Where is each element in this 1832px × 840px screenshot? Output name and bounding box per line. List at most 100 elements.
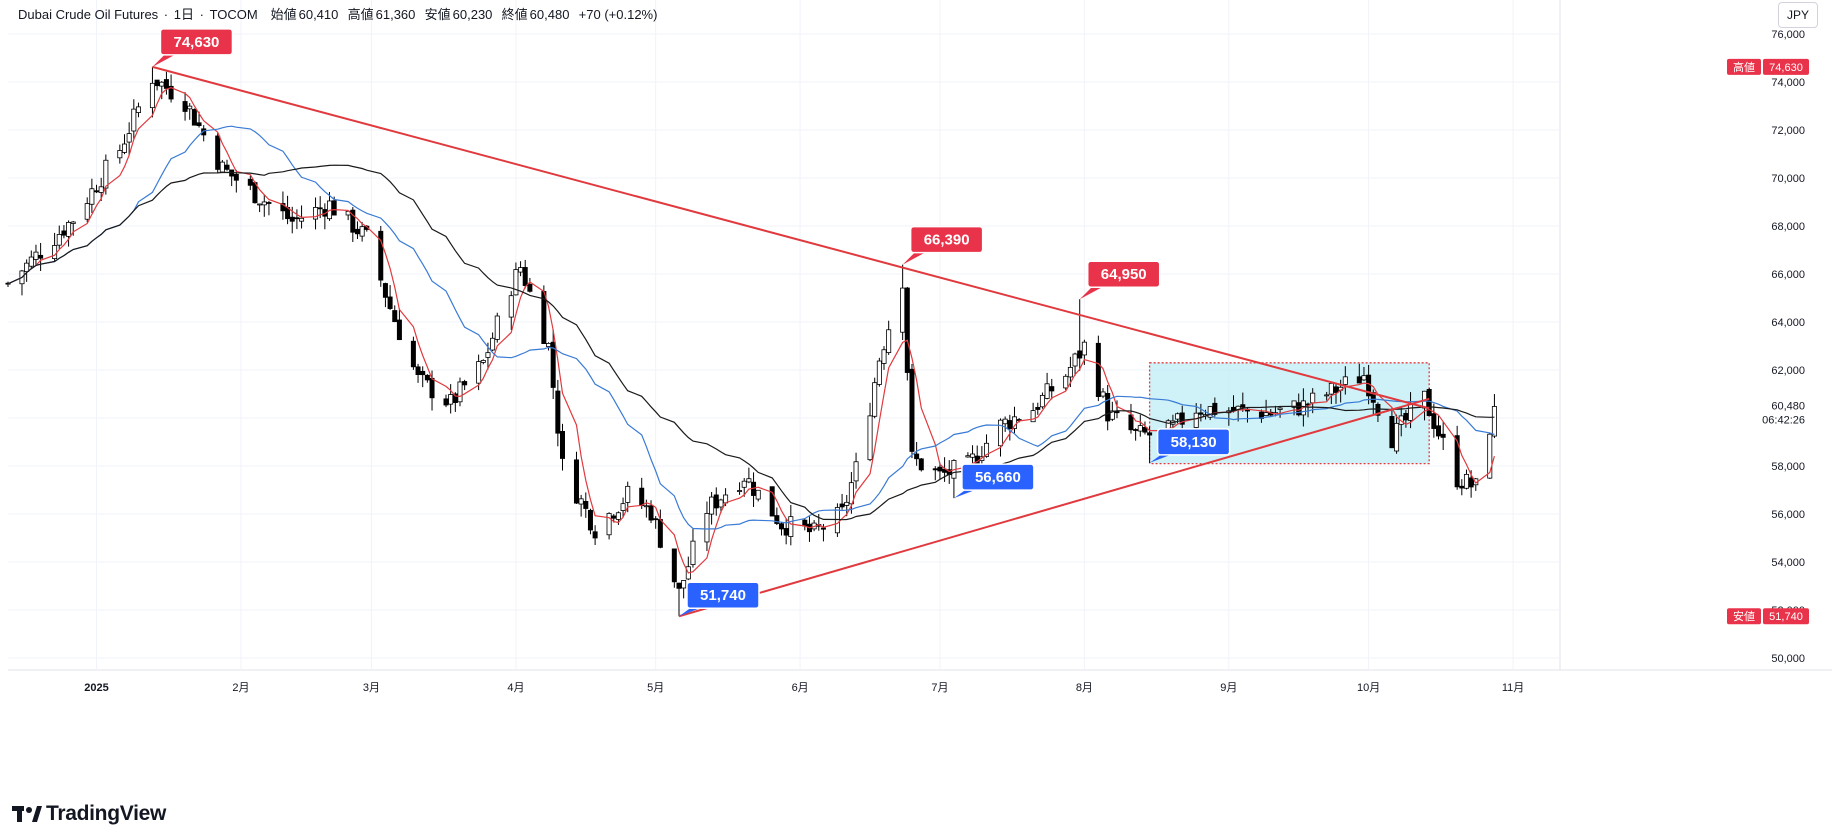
candle-down	[1142, 426, 1148, 433]
tradingview-logo[interactable]: TradingView	[12, 802, 166, 826]
candle-down	[382, 283, 388, 298]
candle-down	[215, 135, 221, 170]
low-label: 安値	[424, 7, 451, 22]
candle-down	[317, 207, 323, 210]
candle-up	[1328, 382, 1334, 395]
candle-up	[313, 207, 319, 220]
price-tick-label: 72,000	[1771, 125, 1805, 137]
candle-down	[555, 390, 561, 434]
price-marker-value: 74,630	[1769, 62, 1803, 74]
price-marker: 安値 51,740	[1727, 608, 1809, 625]
candle-up	[480, 360, 486, 363]
time-tick-label: 7月	[931, 682, 948, 694]
candle-down	[233, 173, 239, 181]
candle-down	[280, 203, 286, 212]
candle-up	[1081, 341, 1087, 356]
candle-down	[550, 341, 556, 388]
time-tick-label: 3月	[363, 682, 380, 694]
candle-up	[643, 505, 649, 508]
callout-low: 56,660	[953, 463, 1035, 499]
candle-up	[1207, 406, 1213, 418]
candle-up	[103, 159, 109, 189]
candle-up	[299, 217, 305, 222]
callout-text: 74,630	[174, 34, 220, 51]
candle-up	[476, 361, 482, 384]
candle-down	[429, 377, 435, 399]
candle-down	[1459, 485, 1465, 489]
candle-down	[350, 209, 356, 233]
candle-down	[168, 85, 174, 100]
candle-up	[1324, 394, 1330, 397]
price-tick-label: 68,000	[1771, 221, 1805, 233]
time-tick-label: 8月	[1076, 682, 1093, 694]
candle-up	[1193, 412, 1199, 428]
candle-down	[676, 582, 682, 589]
price-marker-label: 高値	[1733, 60, 1755, 74]
price-tick-label: 62,000	[1771, 365, 1805, 377]
candle-up	[788, 516, 794, 537]
symbol-name[interactable]: Dubai Crude Oil Futures	[18, 7, 159, 22]
callout-box	[1086, 260, 1161, 288]
candle-up	[1072, 353, 1078, 367]
candle-up	[261, 201, 267, 206]
candle-up	[56, 234, 62, 246]
candle-up	[457, 381, 463, 403]
candle-down	[1212, 402, 1218, 415]
candle-down	[1007, 420, 1013, 430]
candle-down	[61, 230, 67, 236]
price-marker-value-box	[1763, 58, 1809, 75]
candle-up	[494, 315, 500, 340]
candle-up	[1491, 406, 1497, 437]
callout-pointer	[1079, 285, 1106, 300]
candle-down	[1403, 413, 1409, 421]
candle-down	[94, 190, 100, 193]
candle-down	[415, 366, 421, 375]
candle-down	[420, 370, 426, 376]
candle-down	[1454, 435, 1460, 488]
price-tick-label: 58,000	[1771, 461, 1805, 473]
last-price-value: 60,480	[1771, 400, 1805, 412]
candle-down	[769, 486, 775, 517]
candle-down	[354, 228, 360, 235]
candle-down	[639, 487, 645, 507]
candle-up	[681, 580, 687, 589]
candle-up	[620, 503, 626, 511]
candle-up	[1291, 400, 1297, 408]
candle-down	[38, 254, 44, 259]
candle-down	[163, 79, 169, 89]
currency-button[interactable]: JPY	[1778, 2, 1818, 28]
candle-up	[518, 267, 524, 273]
callout-text: 66,390	[924, 232, 970, 249]
candle-up	[117, 150, 123, 159]
time-tick-label: 2月	[232, 682, 249, 694]
high-value: 61,360	[375, 7, 416, 22]
interval[interactable]: 1日	[173, 7, 194, 22]
callout-box	[1156, 428, 1231, 456]
candle-down	[424, 374, 430, 381]
candle-up	[66, 222, 72, 237]
candle-down	[820, 527, 826, 530]
candle-up	[746, 478, 752, 483]
candle-down	[452, 393, 458, 404]
candle-up	[1361, 375, 1367, 381]
candle-up	[900, 287, 906, 333]
time-tick-label: 5月	[647, 682, 664, 694]
candle-up	[709, 496, 715, 515]
candle-up	[1100, 391, 1106, 397]
price-axis[interactable]: 50,00052,00054,00056,00058,00060,00062,0…	[1727, 29, 1814, 665]
time-tick-label: 10月	[1357, 682, 1380, 694]
candle-down	[522, 267, 528, 286]
time-axis[interactable]: 2025 2月 3月 4月 5月 6月 7月 8月 9月 10月 11月	[84, 682, 1524, 694]
candle-up	[1487, 433, 1493, 479]
candle-down	[410, 340, 416, 368]
candle-up	[508, 295, 514, 318]
candle-down	[224, 164, 230, 170]
price-callouts: 74,630 66,390 64,950 51,740 56,660 58,130	[152, 28, 1231, 617]
candle-up	[84, 203, 90, 220]
candle-down	[573, 459, 579, 504]
candle-up	[872, 382, 878, 417]
last-price-bg	[1764, 396, 1814, 427]
candle-up	[257, 203, 263, 206]
candle-down	[392, 310, 398, 323]
